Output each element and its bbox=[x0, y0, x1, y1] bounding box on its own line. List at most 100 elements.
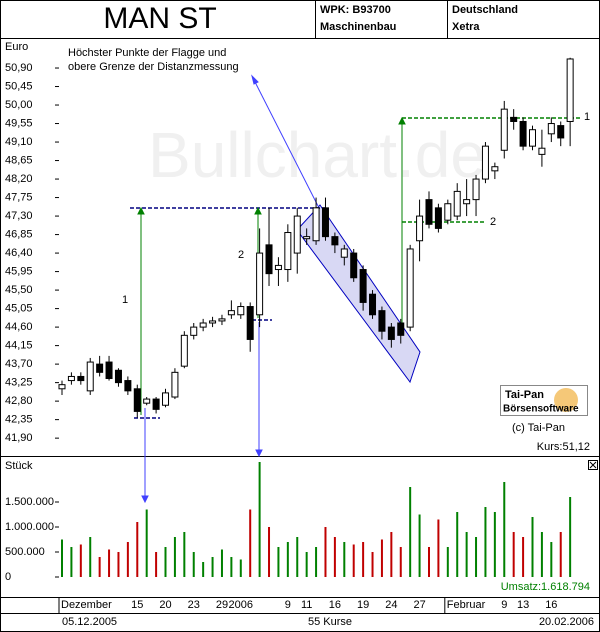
x-tick-label: 23 bbox=[188, 599, 200, 611]
x-tick-label: 16 bbox=[545, 599, 557, 611]
candle-body bbox=[481, 145, 489, 180]
y-tick-label: 43,25 bbox=[5, 377, 33, 389]
candle-body bbox=[416, 215, 424, 242]
y-tick-label: 47,30 bbox=[5, 210, 33, 222]
candle-body bbox=[453, 190, 461, 217]
annotation: 1 bbox=[584, 111, 590, 123]
candle-body bbox=[246, 306, 254, 340]
candle-body bbox=[312, 207, 320, 242]
x-tick-label: Februar bbox=[447, 599, 486, 611]
candle-body bbox=[359, 269, 367, 303]
candle-body bbox=[321, 207, 329, 238]
x-tick-label: 13 bbox=[517, 599, 529, 611]
candle-body bbox=[105, 361, 113, 380]
candle-body bbox=[519, 120, 527, 147]
candle-body bbox=[303, 236, 311, 240]
candle-body bbox=[143, 398, 151, 404]
x-tick-label: 20 bbox=[159, 599, 171, 611]
candle-body bbox=[77, 375, 85, 382]
y-tick-label: 500.000 bbox=[5, 546, 45, 558]
candle-body bbox=[265, 244, 273, 275]
y-tick-label: 50,90 bbox=[5, 62, 33, 74]
candle-body bbox=[463, 199, 471, 205]
start-date: 05.12.2005 bbox=[62, 616, 117, 628]
candle-body bbox=[369, 293, 377, 316]
watermark: Bullchart.de bbox=[148, 119, 486, 191]
candle-body bbox=[406, 248, 414, 328]
y-tick-label: 1.000.000 bbox=[5, 521, 54, 533]
candle-body bbox=[331, 236, 339, 246]
exchange: Xetra bbox=[452, 21, 480, 33]
y-tick-label: 44,60 bbox=[5, 321, 33, 333]
y-tick-label: 46,40 bbox=[5, 247, 33, 259]
x-tick-label: Dezember bbox=[61, 599, 112, 611]
candle-body bbox=[284, 232, 292, 271]
candle-body bbox=[180, 334, 188, 367]
count: 55 Kurse bbox=[308, 616, 352, 628]
y-tick-label: 45,95 bbox=[5, 265, 33, 277]
candle-body bbox=[397, 322, 405, 336]
candle-body bbox=[256, 252, 264, 316]
candle-body bbox=[510, 116, 518, 122]
last-price: Kurs:51,12 bbox=[537, 441, 590, 453]
sector: Maschinenbau bbox=[320, 21, 396, 33]
candle-body bbox=[472, 178, 480, 201]
y-tick-label: 49,55 bbox=[5, 117, 33, 129]
turnover: Umsatz:1.618.794 bbox=[501, 581, 590, 593]
candle-body bbox=[425, 199, 433, 225]
x-tick-label: 9 bbox=[501, 599, 507, 611]
annotation: 2 bbox=[490, 216, 496, 228]
candle-body bbox=[114, 369, 122, 384]
y-tick-label: 50,00 bbox=[5, 99, 33, 111]
country: Deutschland bbox=[452, 4, 518, 16]
y-tick-label: 41,90 bbox=[5, 432, 33, 444]
y-tick-label: 45,05 bbox=[5, 303, 33, 315]
candle-body bbox=[227, 310, 235, 316]
candle-body bbox=[86, 361, 94, 392]
x-tick-label: 15 bbox=[131, 599, 143, 611]
y-tick-label: 42,35 bbox=[5, 414, 33, 426]
x-tick-label: 24 bbox=[385, 599, 397, 611]
candle-body bbox=[218, 318, 226, 322]
candle-body bbox=[566, 58, 574, 122]
y-tick-label: 48,65 bbox=[5, 154, 33, 166]
candle-body bbox=[387, 326, 395, 340]
logo-icon bbox=[554, 388, 578, 412]
x-tick-label: 11 bbox=[301, 599, 312, 611]
title: MAN ST bbox=[103, 2, 216, 35]
end-date: 20.02.2006 bbox=[539, 616, 594, 628]
y-tick-label: 47,75 bbox=[5, 191, 33, 203]
x-tick-label: 9 bbox=[285, 599, 291, 611]
y-tick-label: 43,70 bbox=[5, 358, 33, 370]
candle-body bbox=[96, 363, 104, 373]
close-icon bbox=[589, 461, 597, 469]
candle-body bbox=[124, 380, 132, 392]
y-axis-label: Stück bbox=[5, 460, 33, 472]
annotation: obere Grenze der Distanzmessung bbox=[68, 61, 239, 73]
candle-body bbox=[293, 215, 301, 254]
candle-body bbox=[274, 264, 282, 271]
pointer-arrows bbox=[141, 74, 319, 504]
annotation: 1 bbox=[122, 294, 128, 306]
y-tick-label: 48,20 bbox=[5, 173, 33, 185]
candle-body bbox=[340, 248, 348, 258]
candle-body bbox=[547, 123, 555, 135]
candle-body bbox=[58, 384, 66, 390]
y-tick-label: 42,80 bbox=[5, 395, 33, 407]
wpk: WPK: B93700 bbox=[320, 4, 391, 16]
x-tick-label: 29 bbox=[216, 599, 228, 611]
logo-text: Tai-Pan bbox=[505, 389, 544, 401]
y-tick-label: 49,10 bbox=[5, 136, 33, 148]
candle-body bbox=[67, 375, 75, 382]
candle-body bbox=[152, 398, 160, 410]
y-tick-label: 0 bbox=[5, 571, 11, 583]
candle-body bbox=[209, 320, 217, 324]
x-tick-label: 2006 bbox=[229, 599, 253, 611]
x-tick-label: 27 bbox=[413, 599, 425, 611]
y-tick-label: 45,50 bbox=[5, 284, 33, 296]
y-tick-label: 44,15 bbox=[5, 340, 33, 352]
candle-body bbox=[171, 371, 179, 398]
candle-body bbox=[350, 252, 358, 279]
